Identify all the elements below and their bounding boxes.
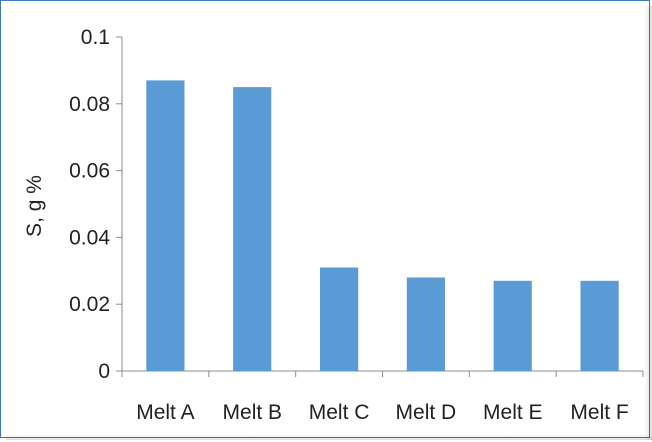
x-tick-label: Melt F	[570, 401, 628, 424]
bars	[146, 80, 618, 371]
y-tick-label: 0.1	[81, 26, 110, 49]
x-tick-label: Melt D	[396, 401, 457, 424]
bar-melt-d	[407, 278, 445, 372]
x-tick-label: Melt E	[483, 401, 543, 424]
frame-shadow-right	[644, 6, 652, 440]
bar-melt-c	[320, 268, 358, 372]
x-tick-label: Melt B	[223, 401, 283, 424]
y-tick-label: 0.06	[69, 160, 110, 183]
frame-shadow-bottom	[6, 434, 652, 440]
x-tick-label: Melt C	[309, 401, 370, 424]
bar-melt-e	[494, 281, 532, 371]
y-tick-label: 0.08	[69, 93, 110, 116]
y-tick-label: 0	[98, 360, 110, 383]
y-tick-label: 0.02	[69, 293, 110, 316]
bar-melt-f	[581, 281, 619, 371]
x-tick-label: Melt A	[136, 401, 194, 424]
x-tick-labels: Melt A Melt B Melt C Melt D Melt E Melt F	[136, 401, 629, 424]
bar-melt-a	[146, 80, 184, 371]
y-axis-label: S, g %	[23, 175, 46, 237]
bar-melt-b	[233, 87, 271, 371]
y-tick-label: 0.04	[69, 226, 110, 249]
y-axis: 0 0.02 0.04 0.06 0.08 0.1	[69, 26, 122, 383]
x-axis	[122, 371, 643, 377]
